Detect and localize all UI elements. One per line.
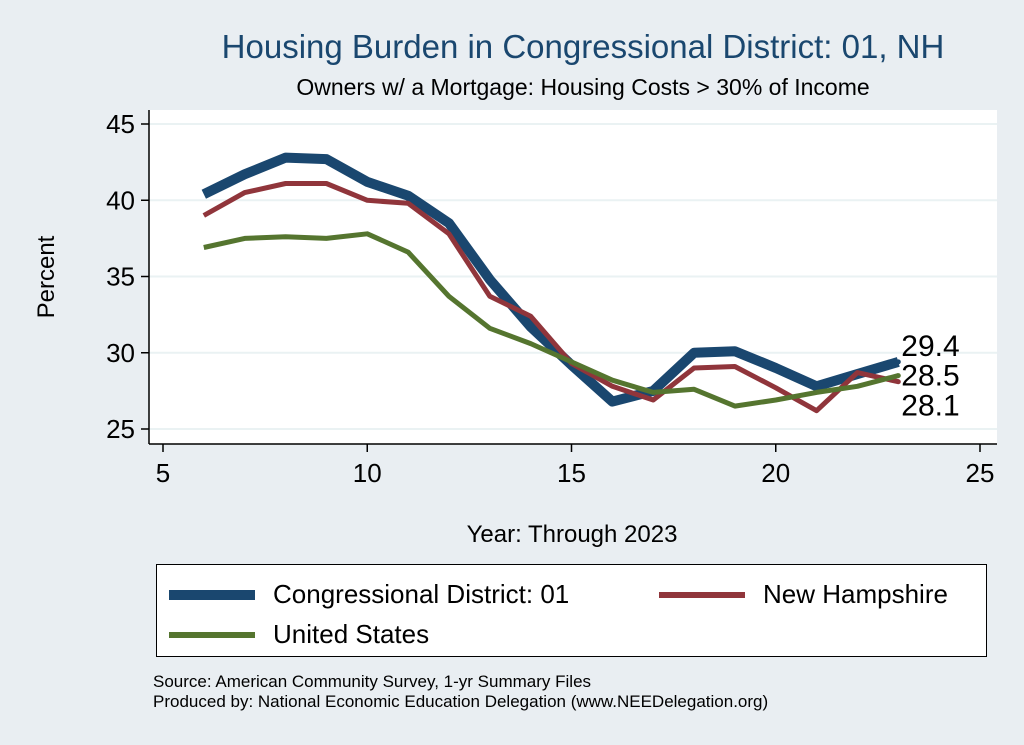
series-line	[202, 181, 899, 414]
series-lines	[201, 152, 901, 414]
x-tick-label: 5	[156, 458, 170, 488]
gridlines	[149, 123, 997, 430]
legend-item-new-hampshire: New Hampshire	[659, 579, 948, 610]
x-tick-label: 15	[557, 458, 586, 488]
legend-item-united-states: United States	[169, 619, 429, 650]
y-tick-label: 40	[106, 185, 135, 215]
series-end-marker	[895, 359, 901, 365]
axes: 25 30 35 40 45 5 10 15 20 25	[106, 109, 997, 488]
source-line: Source: American Community Survey, 1-yr …	[153, 672, 592, 691]
y-axis-title: Percent	[33, 235, 60, 318]
y-tick-label: 35	[106, 262, 135, 292]
y-tick-label: 30	[106, 338, 135, 368]
series-end-label: 29.4	[901, 330, 959, 363]
line-chart: 25 30 35 40 45 5 10 15 20 25 29.428.528.1 Year: T…	[33, 109, 997, 548]
legend-label-united-states: United States	[273, 619, 430, 649]
y-tick-label: 45	[106, 109, 135, 139]
x-tick-label: 25	[966, 458, 995, 488]
legend: Congressional District: 01 New Hampshire…	[156, 564, 987, 657]
series-end-label: 28.5	[901, 360, 959, 393]
series-end-marker	[895, 373, 901, 379]
series-end-marker	[895, 379, 901, 385]
source-note: Source: American Community Survey, 1-yr …	[153, 672, 768, 712]
series-line	[203, 231, 899, 409]
legend-label-district: Congressional District: 01	[273, 579, 570, 609]
chart-title: Housing Burden in Congressional District…	[221, 28, 945, 65]
chart-subtitle: Owners w/ a Mortgage: Housing Costs > 30…	[296, 74, 870, 100]
y-tick-label: 25	[106, 414, 135, 444]
end-labels: 29.428.528.1	[901, 330, 959, 423]
series-line	[201, 152, 900, 407]
legend-swatch-united-states	[169, 631, 255, 638]
x-tick-label: 10	[353, 458, 382, 488]
x-axis-title: Year: Through 2023	[467, 521, 678, 548]
legend-swatch-district	[169, 589, 255, 600]
legend-swatch-new-hampshire	[659, 591, 745, 598]
producer-line: Produced by: National Economic Education…	[153, 692, 769, 711]
legend-label-new-hampshire: New Hampshire	[763, 579, 948, 609]
series-end-label: 28.1	[901, 390, 959, 423]
legend-item-district: Congressional District: 01	[169, 579, 569, 610]
x-tick-label: 20	[761, 458, 790, 488]
